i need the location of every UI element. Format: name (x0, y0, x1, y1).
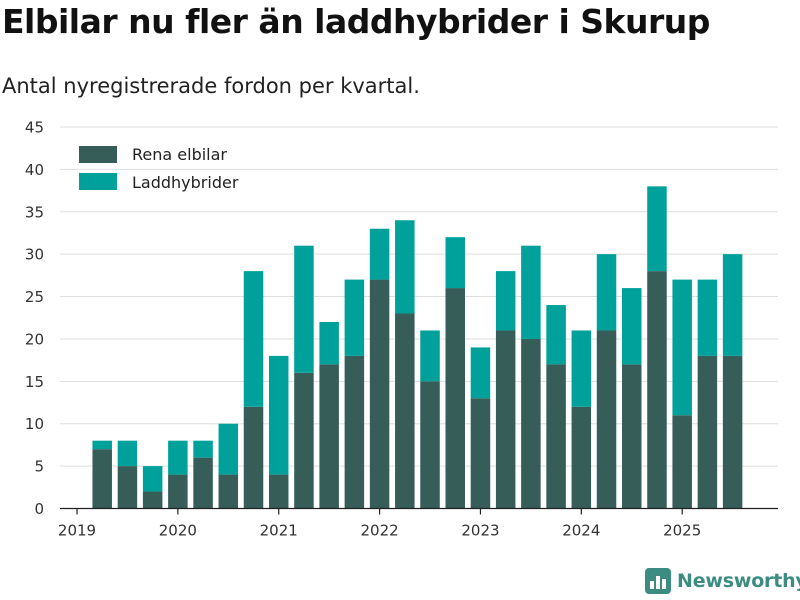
bar-rena-elbilar (722, 355, 743, 509)
bar-rena-elbilar (92, 449, 112, 509)
bar-laddhybrider (369, 228, 390, 280)
y-tick-label: 5 (34, 458, 44, 476)
brand-logo: Newsworthy (645, 568, 800, 594)
bar-laddhybrider (243, 271, 264, 407)
bar-laddhybrider (546, 305, 566, 365)
bar-rena-elbilar (420, 381, 440, 509)
bar-laddhybrider (495, 271, 516, 331)
bar-laddhybrider (697, 279, 718, 356)
bar-laddhybrider (268, 355, 289, 475)
chart-title: Elbilar nu fler än laddhybrider i Skurup (2, 2, 710, 41)
bar-rena-elbilar (395, 313, 415, 509)
bar-rena-elbilar (294, 372, 314, 509)
bar-rena-elbilar (521, 338, 541, 509)
bar-chart-logo-icon (645, 568, 671, 594)
y-tick-label: 40 (25, 161, 44, 179)
bar-rena-elbilar (697, 355, 718, 509)
bar-rena-elbilar (596, 330, 617, 509)
x-tick-label: 2021 (260, 522, 298, 540)
x-tick-label: 2019 (58, 522, 96, 540)
y-tick-label: 10 (25, 415, 44, 433)
bar-laddhybrider (647, 186, 667, 272)
y-tick-label: 20 (25, 330, 44, 348)
bar-rena-elbilar (218, 474, 239, 509)
bar-laddhybrider (142, 466, 163, 492)
legend-label-laddhybrider: Laddhybrider (132, 173, 239, 192)
bar-rena-elbilar (621, 364, 642, 509)
x-tick-label: 2020 (159, 522, 197, 540)
x-tick-label: 2023 (461, 522, 499, 540)
y-axis: 0 5 10 15 20 25 30 35 40 45 (25, 119, 44, 519)
y-tick-label: 35 (25, 203, 44, 221)
bar-laddhybrider (672, 279, 692, 416)
bar-rena-elbilar (495, 330, 516, 509)
y-tick-label: 25 (25, 288, 44, 306)
y-tick-label: 30 (25, 246, 44, 264)
bar-rena-elbilar (243, 406, 264, 509)
bar-rena-elbilar (369, 279, 390, 509)
x-tick-label: 2024 (562, 522, 600, 540)
bar-rena-elbilar (445, 288, 465, 509)
bar-rena-elbilar (319, 364, 339, 509)
chart-subtitle: Antal nyregistrerade fordon per kvartal. (2, 74, 420, 98)
bar-laddhybrider (722, 254, 743, 356)
bar-rena-elbilar (142, 491, 163, 509)
bar-rena-elbilar (546, 364, 566, 509)
legend-swatch-rena-elbilar (79, 146, 117, 163)
bar-laddhybrider (395, 220, 415, 314)
bar-laddhybrider (294, 245, 314, 373)
bar-rena-elbilar (168, 474, 188, 509)
x-axis: 2019 2020 2021 2022 2023 2024 2025 (58, 508, 701, 540)
bar-rena-elbilar (268, 474, 289, 509)
bar-laddhybrider (521, 245, 541, 339)
bar-laddhybrider (596, 254, 617, 331)
legend: Rena elbilar Laddhybrider (79, 145, 239, 192)
bars (92, 186, 743, 509)
bar-rena-elbilar (344, 355, 365, 509)
bar-rena-elbilar (571, 406, 592, 509)
brand-name: Newsworthy (677, 570, 800, 592)
x-tick-label: 2022 (360, 522, 398, 540)
bar-rena-elbilar (117, 466, 138, 509)
y-tick-label: 0 (34, 500, 44, 518)
bar-laddhybrider (193, 440, 213, 458)
x-tick-label: 2025 (663, 522, 701, 540)
bar-laddhybrider (168, 440, 188, 475)
bar-laddhybrider (470, 347, 491, 399)
bar-laddhybrider (92, 440, 112, 450)
bar-rena-elbilar (193, 457, 213, 509)
bar-laddhybrider (218, 423, 239, 475)
y-tick-label: 45 (25, 119, 44, 137)
bar-rena-elbilar (647, 271, 667, 509)
bar-laddhybrider (621, 288, 642, 365)
bar-laddhybrider (445, 237, 465, 289)
bar-laddhybrider (420, 330, 440, 382)
bar-laddhybrider (117, 440, 138, 467)
legend-label-rena-elbilar: Rena elbilar (132, 145, 227, 164)
bar-laddhybrider (571, 330, 592, 407)
bar-rena-elbilar (470, 398, 491, 509)
legend-swatch-laddhybrider (79, 173, 117, 190)
bar-laddhybrider (344, 279, 365, 356)
y-tick-label: 15 (25, 373, 44, 391)
bar-rena-elbilar (672, 415, 692, 509)
bar-laddhybrider (319, 321, 339, 365)
